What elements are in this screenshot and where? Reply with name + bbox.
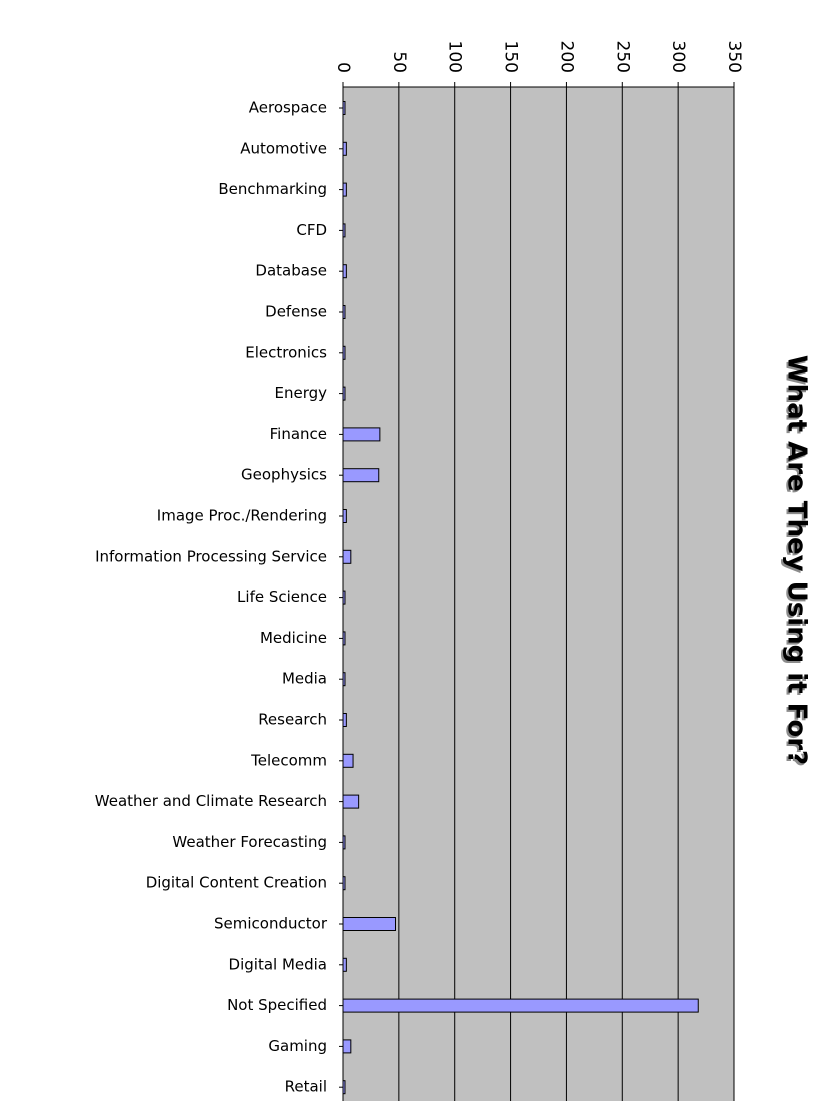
- category-label: Life Science: [237, 588, 327, 606]
- category-label: Medicine: [260, 629, 327, 647]
- category-label: Automotive: [240, 139, 327, 157]
- category-label: Digital Media: [229, 955, 327, 973]
- bar: [342, 182, 347, 197]
- category-label: Electronics: [245, 343, 327, 361]
- bar: [342, 264, 347, 279]
- category-label: Energy: [274, 384, 327, 402]
- category-label: Research: [258, 711, 327, 729]
- category-label: Database: [255, 262, 327, 280]
- category-label: Image Proc./Rendering: [157, 507, 327, 525]
- plot-area: [343, 87, 734, 1101]
- tick-label: 350: [724, 41, 744, 73]
- bar: [342, 509, 347, 523]
- chart-title-shadow: What Are They Using it For?: [780, 357, 810, 767]
- category-label: Telecomm: [250, 751, 327, 769]
- tick-label: 0: [333, 62, 353, 73]
- bar: [342, 794, 360, 809]
- bar: [342, 468, 380, 483]
- tick-label: 150: [501, 41, 521, 73]
- chart-title: What Are They Using it For?: [782, 355, 812, 765]
- bar: [342, 549, 352, 564]
- bar: [342, 427, 381, 442]
- tick-label: 100: [445, 41, 465, 73]
- bar: [342, 753, 354, 768]
- category-label: Benchmarking: [218, 180, 327, 198]
- category-label: Aerospace: [249, 99, 327, 117]
- category-label: Media: [282, 670, 327, 688]
- category-label: Finance: [270, 425, 327, 443]
- category-label: Information Processing Service: [95, 547, 327, 565]
- category-label: Semiconductor: [214, 915, 328, 933]
- bar: [342, 917, 397, 931]
- tick-label: 300: [668, 41, 688, 73]
- category-label: Weather and Climate Research: [95, 792, 327, 810]
- category-label: Defense: [265, 303, 327, 321]
- bar: [342, 713, 347, 727]
- category-label: Geophysics: [241, 466, 327, 484]
- bar: [342, 1039, 352, 1054]
- bar: [342, 141, 347, 156]
- category-label: Weather Forecasting: [172, 833, 327, 851]
- bar: [342, 957, 347, 972]
- category-label: Not Specified: [227, 996, 327, 1014]
- category-label: Retail: [285, 1078, 327, 1096]
- tick-label: 200: [556, 41, 576, 73]
- category-label: Digital Content Creation: [146, 874, 327, 892]
- bar: [342, 998, 699, 1013]
- category-label: CFD: [296, 221, 327, 239]
- category-label: Gaming: [268, 1037, 327, 1055]
- tick-label: 250: [612, 41, 632, 73]
- tick-label: 50: [389, 51, 409, 73]
